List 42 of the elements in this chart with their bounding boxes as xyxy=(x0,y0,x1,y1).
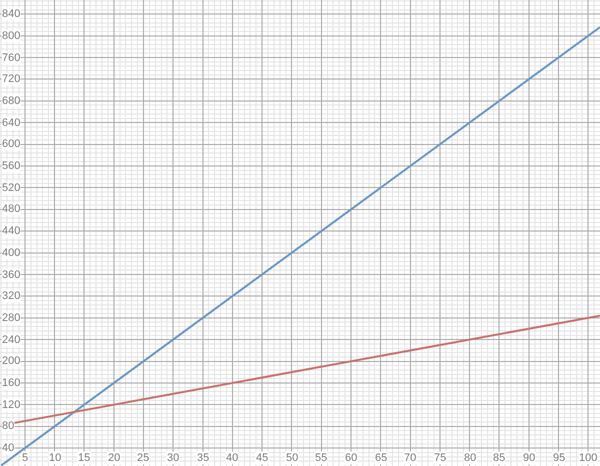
y-tick-label: 720 xyxy=(2,73,20,85)
y-tick-label: 320 xyxy=(2,290,20,302)
x-tick-label: 15 xyxy=(78,452,90,464)
x-tick-label: 60 xyxy=(345,452,358,464)
x-tick-label: 20 xyxy=(108,452,120,464)
y-tick-label: 640 xyxy=(2,117,20,129)
y-tick-label: 240 xyxy=(2,334,20,346)
y-tick-label: 200 xyxy=(2,355,20,367)
x-tick-label: 100 xyxy=(579,452,598,464)
x-tick-label: 30 xyxy=(167,452,180,464)
y-tick-label: 120 xyxy=(2,399,20,411)
y-tick-label: 80 xyxy=(2,420,14,432)
x-tick-label: 90 xyxy=(523,452,536,464)
y-tick-label: 760 xyxy=(2,52,20,64)
x-tick-label: 35 xyxy=(197,452,210,464)
x-tick-label: 85 xyxy=(493,452,506,464)
y-tick-label: 40 xyxy=(2,442,14,454)
y-tick-label: 840 xyxy=(2,8,20,20)
y-tick-label: 160 xyxy=(2,377,20,389)
y-tick-label: 600 xyxy=(2,138,20,150)
x-tick-label: 55 xyxy=(315,452,328,464)
y-tick-label: 560 xyxy=(2,160,20,172)
x-tick-label: 40 xyxy=(226,452,238,464)
x-tick-label: 25 xyxy=(137,452,150,464)
y-tick-label: 400 xyxy=(2,247,20,259)
y-tick-label: 480 xyxy=(2,203,20,215)
x-tick-label: 70 xyxy=(404,452,416,464)
y-tick-label: 440 xyxy=(2,225,20,237)
x-tick-label: 95 xyxy=(553,452,566,464)
x-tick-label: 45 xyxy=(256,452,268,464)
x-tick-label: 65 xyxy=(375,452,388,464)
line-series xyxy=(0,26,600,466)
y-tick-label: 800 xyxy=(2,30,20,42)
x-tick-label: 75 xyxy=(434,452,446,464)
y-tick-label: 280 xyxy=(2,312,20,324)
x-tick-label: 5 xyxy=(22,452,28,464)
y-tick-label: 360 xyxy=(2,269,20,281)
x-tick-label: 10 xyxy=(49,452,62,464)
x-tick-label: 80 xyxy=(464,452,476,464)
y-tick-label: 520 xyxy=(2,182,20,194)
y-tick-label: 680 xyxy=(2,95,20,107)
x-tick-label: 50 xyxy=(286,452,298,464)
